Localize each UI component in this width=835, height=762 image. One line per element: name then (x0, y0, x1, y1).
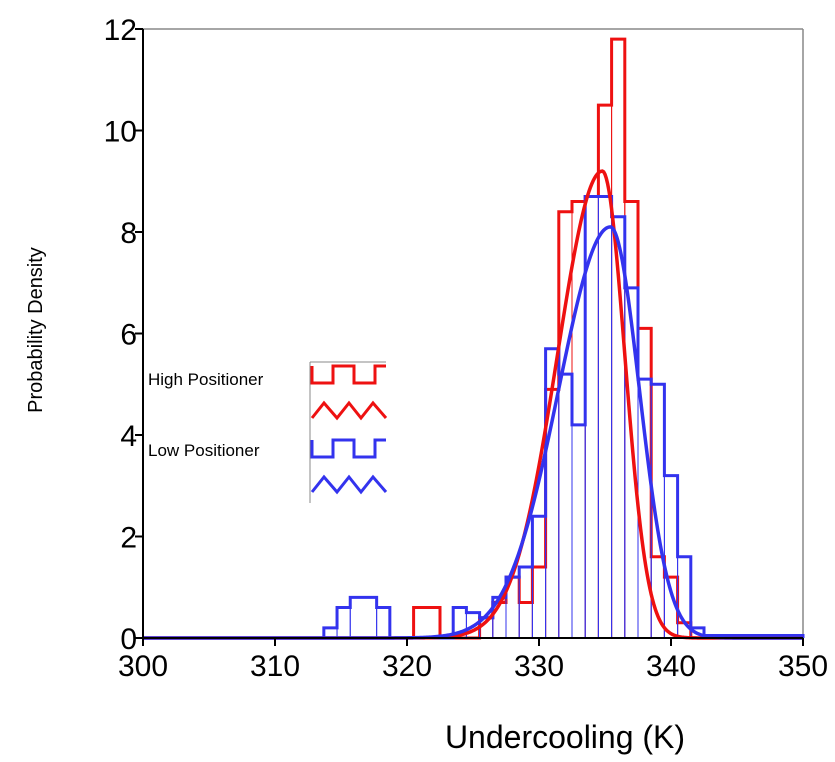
high-positioner-histogram (143, 37, 803, 640)
y-tick-label: 10 (104, 116, 137, 149)
x-tick-label: 320 (382, 650, 432, 683)
y-ticks: 0 2 4 6 8 10 12 (104, 14, 143, 656)
legend-swatch-high-histogram (310, 364, 386, 385)
x-axis-label: Undercooling (K) (445, 719, 685, 755)
legend-label-low: Low Positioner (148, 441, 260, 460)
legend: High Positioner Low Positioner (148, 361, 388, 503)
high-positioner-bar (518, 601, 533, 639)
y-tick-label: 4 (120, 420, 137, 453)
low-positioner-fit-curve (143, 225, 803, 640)
low-positioner-bar (349, 596, 378, 639)
low-positioner-bar (531, 515, 547, 639)
legend-swatch-low-fit (310, 474, 388, 495)
low-positioner-bar (558, 373, 573, 639)
legend-swatch-high-fit (310, 400, 388, 421)
y-tick-label: 0 (120, 623, 137, 656)
y-tick-label: 8 (120, 217, 137, 250)
x-ticks: 300 310 320 330 340 350 (118, 638, 828, 683)
low-positioner-outline (143, 194, 805, 640)
legend-label-high: High Positioner (148, 370, 264, 389)
x-tick-label: 310 (250, 650, 300, 683)
low-positioner-bar (336, 607, 351, 639)
y-tick-label: 12 (104, 14, 137, 47)
low-positioner-bar (597, 195, 613, 639)
y-axis-label: Probability Density (25, 247, 47, 413)
y-tick-label: 2 (120, 522, 137, 555)
high-positioner-bar (571, 201, 586, 639)
high-positioner-outline (143, 37, 803, 640)
x-tick-label: 350 (778, 650, 828, 683)
legend-swatch-low-histogram (310, 438, 386, 459)
high-positioner-bar (531, 566, 547, 639)
x-tick-label: 340 (646, 650, 696, 683)
x-tick-label: 330 (514, 650, 564, 683)
low-positioner-histogram (143, 194, 805, 640)
high-positioner-fit-curve (143, 169, 803, 640)
low-positioner-bar (571, 424, 586, 639)
fit-curves (143, 169, 803, 640)
high-positioner-bar (413, 607, 441, 639)
low-positioner-bar (624, 287, 639, 639)
y-tick-label: 6 (120, 319, 137, 352)
low-positioner-bar (376, 607, 391, 639)
x-tick-label: 300 (118, 650, 168, 683)
low-positioner-bar (663, 475, 679, 639)
